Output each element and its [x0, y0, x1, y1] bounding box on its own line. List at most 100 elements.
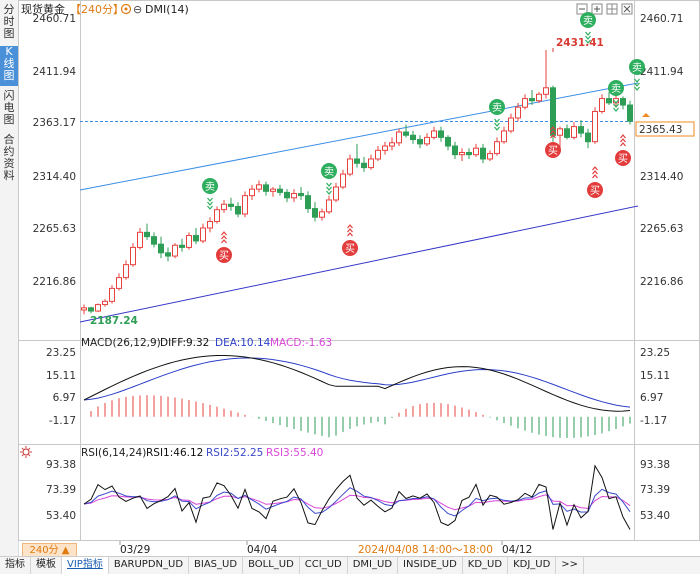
indicator-tab-dmi-ud[interactable]: DMI_UD: [348, 557, 399, 574]
candle: [403, 124, 409, 138]
signal-label: 买: [219, 250, 229, 262]
sell-signal-icon[interactable]: 卖: [629, 59, 645, 91]
candle: [452, 141, 458, 159]
candle: [438, 126, 444, 142]
macd-label[interactable]: MACD(26,12,9): [81, 337, 161, 349]
candle: [501, 126, 507, 144]
plus-icon[interactable]: [591, 3, 603, 15]
candle: [319, 208, 325, 221]
buy-signal-icon[interactable]: 买: [587, 166, 603, 198]
macd-tick-right: 23.25: [640, 347, 670, 359]
candle: [109, 285, 115, 304]
sell-signal-icon[interactable]: 卖: [321, 163, 337, 195]
sell-signal-icon[interactable]: 卖: [202, 178, 218, 210]
time-label: 03/29: [120, 544, 150, 556]
candle: [270, 187, 276, 197]
rsi1-value: RSI1:46.12: [146, 447, 203, 459]
tab-char: 分: [3, 3, 15, 16]
rsi-label[interactable]: RSI(6,14,24): [81, 447, 146, 459]
candle: [410, 130, 416, 144]
price-tick-left: 2216.86: [33, 276, 77, 288]
candle: [151, 232, 157, 248]
rsi3-value: RSI3:55.40: [266, 447, 323, 459]
candle: [627, 100, 633, 125]
macd-header: MACD(26,12,9) DIFF:9.32 DEA:10.14 MACD:-…: [81, 337, 332, 349]
candle: [620, 96, 626, 110]
indicator-tab-inside-ud[interactable]: INSIDE_UD: [398, 557, 463, 574]
candle: [592, 107, 598, 144]
time-label: 04/12: [502, 544, 532, 556]
price-axis: 2460.71 2411.94 2363.17 2314.40 2265.63 …: [33, 13, 684, 288]
close-icon[interactable]: [621, 3, 633, 15]
candle: [473, 143, 479, 157]
candle: [277, 184, 283, 196]
candle: [144, 223, 150, 240]
candle: [333, 182, 339, 203]
buy-signal-icon[interactable]: 买: [615, 134, 631, 166]
period-selector[interactable]: 240分 ▲: [22, 543, 77, 557]
sell-signal-icon[interactable]: 卖: [608, 80, 624, 112]
buy-signal-icon[interactable]: 买: [545, 126, 561, 158]
indicator-tab-barupdn-ud[interactable]: BARUPDN_UD: [109, 557, 190, 574]
settings-icon[interactable]: [120, 3, 132, 15]
collapse-icon[interactable]: ⊖: [133, 3, 142, 16]
candle: [585, 128, 591, 149]
sun-icon[interactable]: [20, 446, 32, 458]
price-tick-right: 2460.71: [640, 13, 683, 25]
indicator-tab-templates[interactable]: 模板: [31, 557, 62, 574]
grid-icon[interactable]: [606, 3, 618, 15]
low-price-label: 2187.24: [90, 315, 138, 327]
tab-char: 资: [3, 157, 15, 170]
candle: [487, 150, 493, 162]
period-label[interactable]: 【240分】: [70, 3, 124, 16]
indicator-tab-kd-ud[interactable]: KD_UD: [463, 557, 509, 574]
chart-canvas[interactable]: 现货黄金 【240分】 ⊖ DMI(14) 2460.71 2411.94 23…: [18, 0, 700, 556]
rsi1-line: [83, 464, 631, 530]
crosshair-time-label: 2024/04/08 14:00～18:00: [358, 544, 493, 556]
price-tick-left: 2363.17: [33, 117, 76, 129]
candle: [543, 50, 549, 99]
tab-contract-info[interactable]: 合 约 资 料: [0, 134, 18, 190]
macd-series: [83, 355, 631, 439]
tab-intraday-chart[interactable]: 分 时 图: [0, 4, 18, 44]
sell-signal-icon[interactable]: 卖: [489, 99, 505, 131]
rsi-tick-right: 93.38: [640, 459, 670, 471]
buy-signal-icon[interactable]: 买: [342, 224, 358, 256]
macd-tick-right: 15.11: [640, 370, 670, 382]
indicator-tab-cci-ud[interactable]: CCI_UD: [300, 557, 348, 574]
indicator-tab-boll-ud[interactable]: BOLL_UD: [243, 557, 300, 574]
candle: [200, 223, 206, 244]
candle: [214, 206, 220, 224]
tab-char: 闪: [3, 89, 15, 102]
macd-tick-left: 23.25: [46, 347, 76, 359]
candle: [606, 92, 612, 106]
indicator-tab-indicators[interactable]: 指标: [0, 557, 31, 574]
indicator-name[interactable]: DMI(14): [145, 3, 189, 16]
candle: [298, 187, 304, 200]
indicator-tab-kdj-ud[interactable]: KDJ_UD: [508, 557, 557, 574]
candle: [536, 92, 542, 103]
tab-char: 料: [3, 169, 15, 182]
macd-tick-left: 15.11: [46, 370, 76, 382]
tab-flash-chart[interactable]: 闪 电 图: [0, 90, 18, 130]
rsi2-line: [83, 487, 631, 517]
buy-signal-icon[interactable]: 买: [216, 231, 232, 263]
minus-icon[interactable]: [576, 3, 588, 15]
rsi3-line: [83, 494, 631, 511]
sell-signal-icon[interactable]: 卖: [580, 12, 596, 44]
indicator-tab-bias-ud[interactable]: BIAS_UD: [189, 557, 244, 574]
tab-kline-chart[interactable]: K 线 图: [0, 46, 18, 86]
candle: [165, 247, 171, 262]
rsi-tick-right: 73.39: [640, 484, 670, 496]
candle: [102, 299, 108, 307]
more-tabs-button[interactable]: >>: [556, 557, 585, 574]
signal-label: 卖: [492, 102, 502, 114]
candlestick-series: [81, 50, 633, 315]
price-tick-left: 2460.71: [33, 13, 76, 25]
candle: [494, 137, 500, 156]
candle: [81, 304, 87, 315]
indicator-tab-vip[interactable]: VIP指标: [62, 557, 109, 574]
rsi-series: [83, 464, 631, 530]
candle: [123, 260, 129, 280]
